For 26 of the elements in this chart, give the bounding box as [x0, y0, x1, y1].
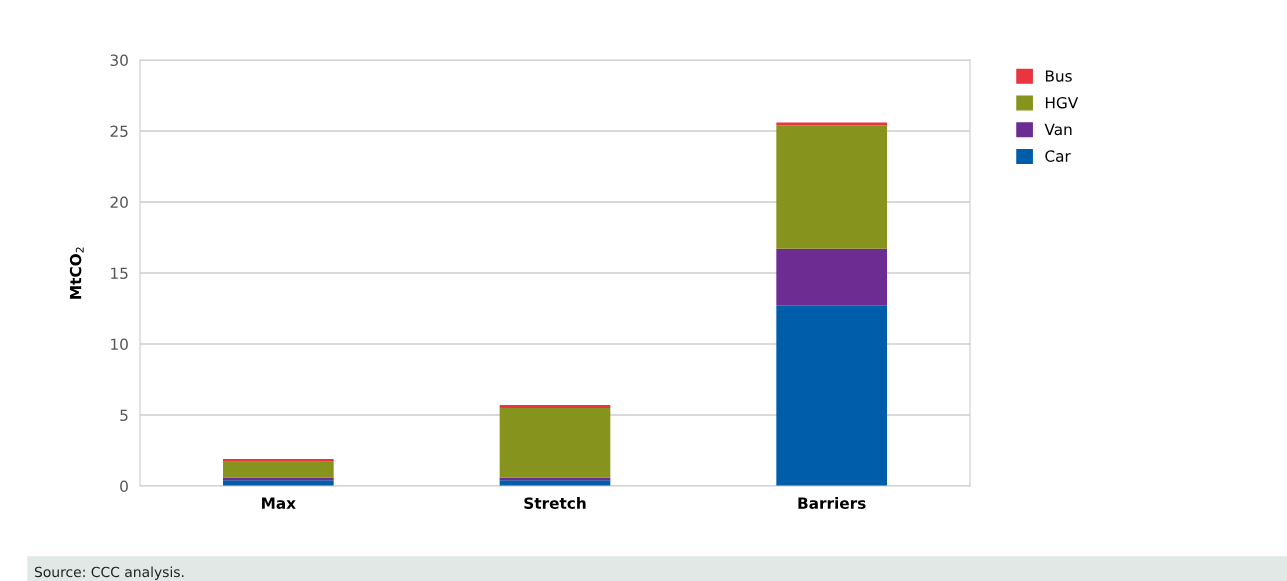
y-tick-label: 20 — [110, 196, 128, 209]
bar — [776, 122, 887, 126]
legend-label: Car — [1045, 150, 1071, 162]
y-tick-label: 5 — [120, 409, 128, 422]
bar — [499, 477, 611, 481]
x-tick-label: Max — [262, 497, 296, 509]
y-tick-label: 10 — [111, 338, 128, 351]
legend-label: HGV — [1045, 96, 1079, 109]
y-tick-label: 15 — [111, 267, 128, 280]
x-tick-label: Barriers — [798, 497, 866, 509]
legend-label: Van — [1044, 123, 1072, 136]
source-note: Source: CCC analysis. — [34, 566, 184, 580]
bar — [776, 248, 887, 306]
y-axis-title: MtCO$_{2}$ — [69, 247, 84, 299]
y-tick-label: 0 — [120, 480, 128, 493]
bar — [223, 477, 334, 481]
bar — [223, 461, 334, 478]
legend-label: Bus — [1045, 70, 1072, 82]
y-tick-label: 25 — [110, 125, 128, 138]
bar — [223, 459, 334, 462]
bar — [499, 407, 611, 478]
bar — [776, 305, 887, 486]
y-tick-label: 30 — [110, 54, 128, 67]
x-tick-label: Stretch — [524, 497, 586, 509]
bar — [499, 405, 611, 408]
bar — [776, 125, 887, 249]
